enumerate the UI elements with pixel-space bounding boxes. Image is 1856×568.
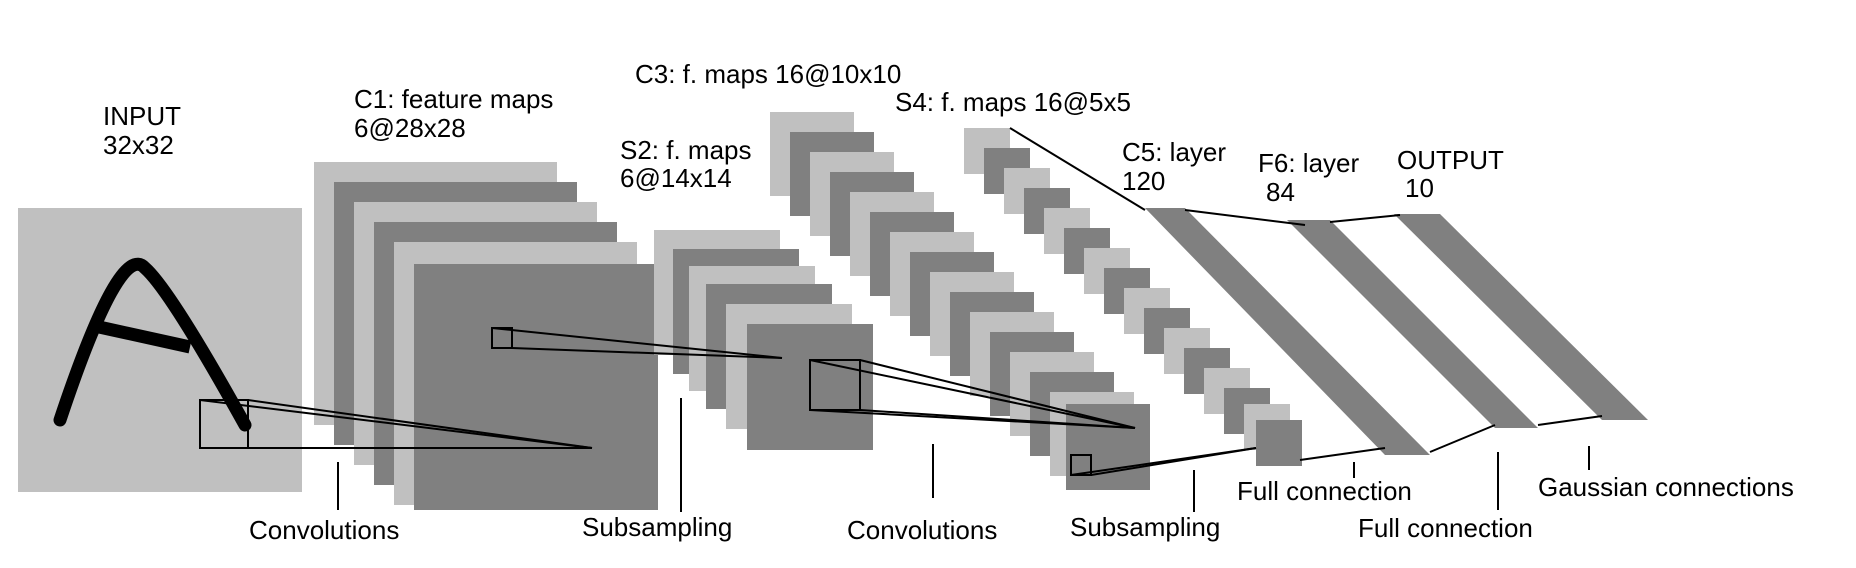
c5-f6-top-line [1184,209,1306,226]
input-size-label: 32x32 [103,130,174,160]
conv1-projection-line [199,399,593,449]
s4-c5-bottom-line [1299,447,1386,461]
s4-label: S4: f. maps 16@5x5 [895,87,1131,117]
s2-receptive-field [809,359,861,411]
input-plane [18,208,302,492]
conv2-label: Convolutions [847,515,997,545]
c3-feature-maps [770,112,1150,490]
f6-label: F6: layer [1258,148,1359,178]
sub1-projection-line [511,347,783,359]
c1-label: C1: feature maps [354,84,553,114]
conv2-projection-line [809,359,1136,429]
conv2-projection-line [859,409,1136,429]
input-receptive-field [199,399,249,449]
output-label: OUTPUT [1397,145,1504,175]
full2-label: Full connection [1358,513,1533,543]
c1-map [414,264,658,510]
output-size-label: 10 [1405,173,1434,203]
sub2-projection-line [1090,447,1257,476]
f6-size-label: 84 [1266,177,1295,207]
conv1-projection-line [247,399,593,449]
c1-feature-maps [314,162,658,510]
c3-label: C3: f. maps 16@10x10 [635,59,901,89]
input-letter-a-crossbar [88,318,192,354]
c5-size-label: 120 [1122,166,1165,196]
c1-size-label: 6@28x28 [354,113,466,143]
c5-layer-bar [1145,208,1430,455]
c5-label: C5: layer [1122,137,1226,167]
s2-label: S2: f. maps [620,135,752,165]
c3-receptive-field [1070,454,1092,476]
f6-layer-bar [1287,220,1538,428]
full1-label: Full connection [1237,476,1412,506]
gauss-label: Gaussian connections [1538,472,1794,502]
c1-receptive-field [491,327,513,349]
f6-output-top-line [1329,214,1401,223]
sub2-label: Subsampling [1070,512,1220,542]
input-label: INPUT [103,101,181,131]
c5-f6-bottom-line [1429,424,1496,453]
conv2-projection-line [859,359,1136,429]
s4-map [1256,420,1302,466]
sub1-label: Subsampling [582,512,732,542]
s2-feature-maps [654,230,873,450]
f6-output-bottom-line [1537,415,1603,426]
s4-c5-connection-line [1009,127,1146,211]
s4-feature-maps [964,128,1302,466]
output-layer-bar [1394,214,1648,420]
sub1-projection-line [491,327,783,359]
s2-size-label: 6@14x14 [620,163,732,193]
conv1-label: Convolutions [249,515,399,545]
